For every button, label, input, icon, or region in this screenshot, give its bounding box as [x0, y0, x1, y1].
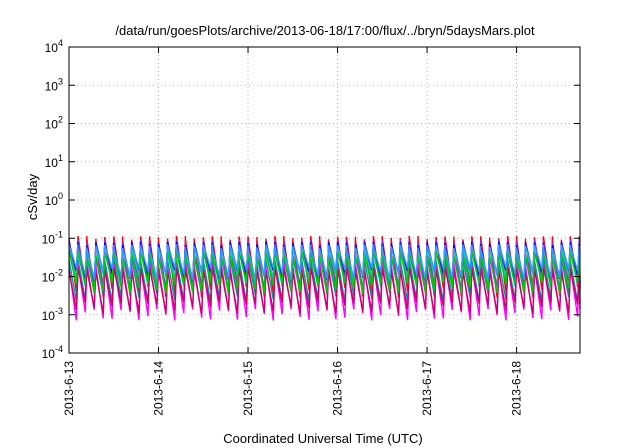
y-tick-label: 10-1	[42, 229, 63, 246]
x-tick-label: 2013-6-15	[241, 361, 255, 416]
y-tick-exponent: -2	[55, 268, 63, 278]
x-tick-label: 2013-6-16	[331, 361, 345, 416]
x-tick-label: 2013-6-18	[510, 361, 524, 416]
y-tick-label: 103	[45, 76, 63, 93]
y-tick-label: 10-4	[42, 344, 63, 361]
x-tick-label: 2013-6-13	[62, 361, 76, 416]
y-tick-label: 10-2	[42, 268, 63, 285]
y-tick-exponent: -1	[55, 229, 63, 239]
y-tick-exponent: 2	[58, 115, 63, 125]
y-tick-exponent: 1	[58, 153, 63, 163]
y-tick-exponent: 0	[58, 191, 63, 201]
x-tick-label: 2013-6-17	[420, 361, 434, 416]
grid-lines	[69, 47, 580, 353]
y-tick-exponent: -3	[55, 306, 63, 316]
y-axis-label: cSv/day	[25, 173, 40, 220]
series-line	[68, 244, 581, 280]
y-tick-label: 100	[45, 191, 63, 208]
y-tick-exponent: 3	[58, 76, 63, 86]
y-tick-label: 102	[45, 115, 63, 132]
y-tick-label: 101	[45, 153, 63, 170]
data-series	[68, 235, 581, 321]
y-tick-label: 10-3	[42, 306, 63, 323]
x-axis-label: Coordinated Universal Time (UTC)	[223, 431, 422, 446]
chart-title: /data/run/goesPlots/archive/2013-06-18/1…	[115, 23, 535, 38]
y-tick-exponent: 4	[58, 38, 63, 48]
y-tick-exponent: -4	[55, 344, 63, 354]
y-tick-label: 104	[45, 38, 63, 55]
axis-ticks: 10-410-310-210-11001011021031042013-6-13…	[42, 38, 580, 416]
x-tick-label: 2013-6-14	[152, 361, 166, 416]
